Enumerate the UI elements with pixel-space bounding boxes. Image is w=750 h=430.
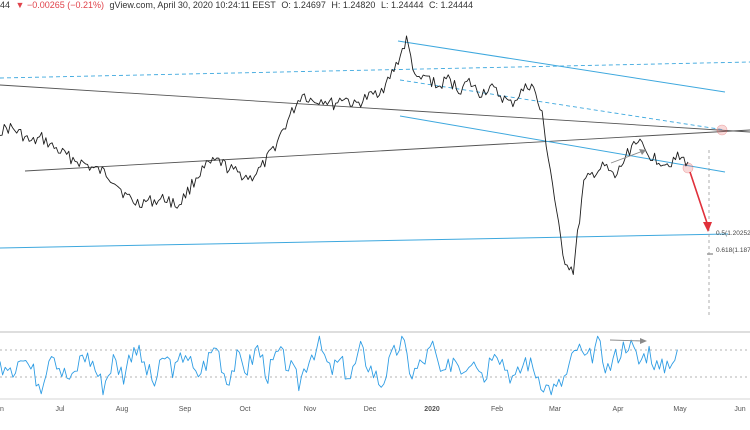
price-level-label: 0.5(1.20252) bbox=[716, 230, 750, 237]
x-tick-label: Dec bbox=[364, 406, 377, 413]
x-tick-label: Nov bbox=[304, 406, 317, 413]
x-tick-label: Jun bbox=[734, 406, 745, 413]
ohlc-high: H: 1.24820 bbox=[331, 0, 376, 10]
x-tick-label: 2020 bbox=[424, 406, 440, 413]
pivot-marker bbox=[716, 124, 728, 136]
forecast-arrow-line bbox=[689, 171, 709, 227]
x-tick-label: May bbox=[673, 406, 687, 413]
measure-arrow bbox=[610, 150, 644, 164]
pivot-marker bbox=[682, 162, 694, 174]
symbol-header: 44 ▼ −0.00265 (−0.21%) gView.com, April … bbox=[0, 0, 476, 14]
ohlc-close: C: 1.24444 bbox=[429, 0, 474, 10]
price-change: ▼ −0.00265 (−0.21%) bbox=[15, 0, 104, 10]
oscillator-divergence-arrow bbox=[609, 339, 644, 342]
x-tick-label: Feb bbox=[491, 406, 503, 413]
dashed-channel-mid bbox=[399, 79, 726, 131]
resistance-line bbox=[0, 84, 750, 133]
header-source: gView.com, April 30, 2020 10:24:11 EEST bbox=[109, 0, 276, 10]
oscillator-arrowhead bbox=[640, 338, 647, 344]
x-tick-label: Aug bbox=[116, 406, 129, 413]
x-tick-label: Jul bbox=[56, 406, 65, 413]
ohlc-open: O: 1.24697 bbox=[281, 0, 326, 10]
ohlc-low: L: 1.24444 bbox=[380, 0, 424, 10]
support-line bbox=[24, 129, 750, 172]
channel-lower-line bbox=[399, 115, 726, 173]
measure-arrowhead bbox=[639, 149, 646, 155]
header-prefix: 44 bbox=[0, 0, 11, 10]
price-series-line bbox=[0, 35, 689, 275]
fib-level-line bbox=[0, 233, 729, 249]
x-tick-label: Oct bbox=[240, 406, 251, 413]
x-tick-label: Mar bbox=[549, 406, 562, 413]
forecast-arrowhead bbox=[703, 222, 712, 232]
price-level-label: 0.618(1.1878 bbox=[716, 247, 750, 254]
oscillator-series-line bbox=[0, 335, 678, 396]
dashed-trendline-top bbox=[0, 61, 750, 79]
x-tick-label: Apr bbox=[613, 406, 625, 413]
channel-upper-line bbox=[397, 40, 726, 93]
x-tick-label: Sep bbox=[179, 406, 192, 413]
x-tick-label: n bbox=[0, 406, 4, 413]
